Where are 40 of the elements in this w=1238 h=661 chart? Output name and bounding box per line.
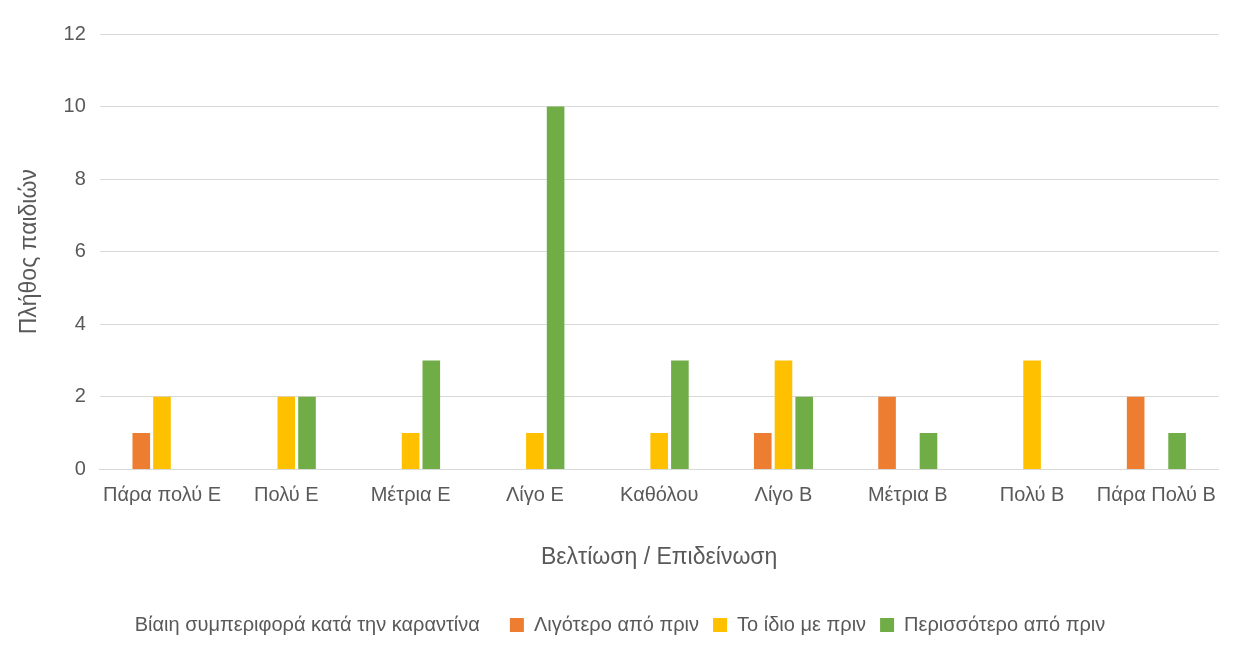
legend-label: Λιγότερο από πριν	[533, 612, 700, 635]
bar	[546, 106, 565, 469]
bar	[919, 433, 938, 469]
y-tick-label: 2	[74, 384, 86, 407]
x-tick-label: Πάρα πολύ Ε	[102, 482, 222, 505]
bar	[774, 360, 793, 469]
x-tick-label: Πολύ Β	[999, 482, 1065, 505]
y-tick-label: 8	[74, 166, 86, 189]
bar	[650, 433, 668, 469]
y-tick-label: 4	[74, 311, 86, 334]
x-tick-label: Λίγο Ε	[505, 482, 564, 505]
x-tick-label: Λίγο Β	[754, 482, 813, 505]
legend-title: Βίαιη συμπεριφορά κατά την καραντίνα	[134, 612, 480, 635]
bar	[132, 433, 151, 469]
bar	[671, 360, 689, 469]
x-axis-title: Βελτίωση / Επιδείνωση	[541, 542, 778, 569]
bar	[526, 433, 544, 469]
bar	[422, 360, 441, 469]
legend-label: Το ίδιο με πριν	[737, 612, 867, 635]
y-axis-title: Πλήθος παιδιών	[15, 169, 42, 335]
bar	[153, 396, 171, 469]
x-tick-label: Πάρα Πολύ Β	[1096, 482, 1216, 505]
y-tick-label: 0	[74, 456, 86, 479]
y-tick-label: 12	[63, 21, 86, 44]
bar	[1126, 396, 1145, 469]
bar	[298, 396, 316, 469]
x-tick-label: Μέτρια Ε	[370, 482, 451, 505]
bar	[1168, 433, 1186, 469]
y-tick-label: 10	[63, 94, 86, 117]
x-tick-label: Πολύ Ε	[254, 482, 319, 505]
bar	[1023, 360, 1041, 469]
bar	[753, 433, 772, 469]
bar	[277, 396, 296, 469]
legend-label: Περισσότερο από πριν	[904, 612, 1106, 635]
x-tick-label: Μέτρια Β	[867, 482, 948, 505]
y-tick-label: 6	[74, 239, 86, 262]
bar	[878, 396, 896, 469]
bar	[401, 433, 420, 469]
x-tick-label: Καθόλου	[620, 482, 699, 505]
bar	[795, 396, 813, 469]
